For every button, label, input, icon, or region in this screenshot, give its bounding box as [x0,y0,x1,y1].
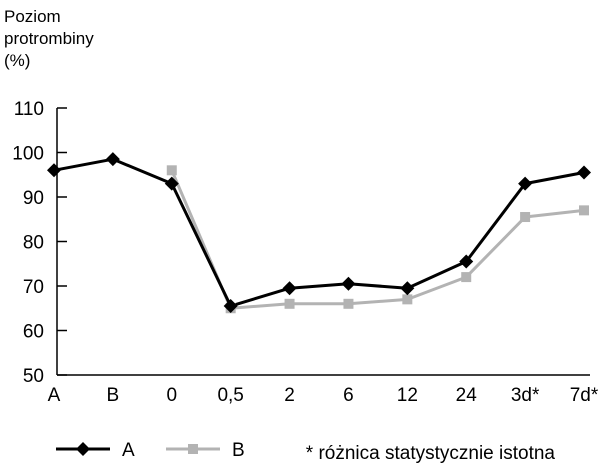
legend-marker-B [188,444,198,454]
y-axis-title-line-3: (%) [4,51,31,70]
point-series-A [459,254,474,269]
legend-label-B: B [232,440,245,461]
point-series-A [400,281,415,296]
y-tick-label: 100 [12,144,44,165]
point-series-B [166,165,177,176]
point-series-A [223,299,238,314]
y-tick-label: 90 [23,188,44,209]
axes: 50 60 70 80 90 100 110 A B 0 0,5 2 6 12 24 3d* 7d* [12,99,599,406]
y-tick-label: 60 [23,322,44,343]
point-series-B [402,294,413,305]
point-series-A [341,276,356,291]
point-series-A [105,152,120,167]
y-tick-label: 70 [23,277,44,298]
y-axis-title: Poziom protrombiny (%) [4,6,94,72]
x-tick-label: 0 [166,385,177,406]
point-series-B [284,298,295,309]
series-line-B [170,169,585,310]
x-tick-label: 6 [343,385,354,406]
x-tick-label: 12 [397,385,418,406]
y-tick-label: 110 [14,99,44,120]
point-series-B [520,212,531,223]
y-tick-label: 50 [23,366,44,387]
series-line-A [53,157,585,308]
x-tick-label: A [48,385,61,406]
x-tick-label: B [107,385,120,406]
point-series-B [579,205,589,216]
legend-marker-A [76,442,90,456]
point-series-A [518,176,533,191]
footnote-text: * różnica statystycznie istotna [306,443,556,464]
series-markers [47,152,591,314]
legend: * różnica statystycznie istotna A B [56,440,555,464]
x-tick-label: 2 [284,385,295,406]
point-series-B [343,298,354,309]
x-tick-label: 0,5 [217,385,243,406]
x-tick-label: 7d* [570,385,599,406]
point-series-A [164,176,179,191]
x-tick-label: 3d* [511,385,540,406]
point-series-A [282,281,297,296]
y-axis-title-line-2: protrombiny [4,29,94,48]
y-tick-label: 80 [23,233,44,254]
point-series-B [461,272,472,283]
x-tick-label: 24 [456,385,478,406]
point-series-A [47,163,61,178]
legend-label-A: A [122,440,135,461]
point-series-A [577,165,591,180]
y-axis-title-line-1: Poziom [4,7,61,26]
series-lines [53,157,585,310]
